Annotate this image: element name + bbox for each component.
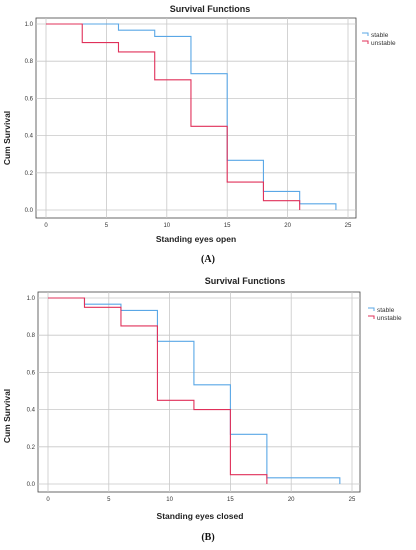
x-tick-label: 15	[227, 497, 234, 503]
x-tick-label: 25	[349, 497, 356, 503]
survival-chart-b: Survival Functions 0 5 10 15 20 25 0.0 0.2 0.4 0.…	[2, 276, 402, 543]
plot-area: 0 5 10 15 20 25 0.0 0.2 0.4 0.6 0.8 1.0	[25, 17, 357, 229]
x-tick-label: 5	[105, 223, 109, 229]
y-tick-label: 1.0	[27, 296, 36, 302]
x-axis-label: Standing eyes closed	[157, 511, 244, 521]
x-tick-label: 0	[46, 497, 50, 503]
panel-label-a: (A)	[201, 254, 215, 265]
survival-chart-a: Survival Functions 0 5 10 15 20 25 0.0 0.2 0.4 0.…	[2, 4, 396, 265]
legend-label: unstable	[371, 40, 396, 47]
series-line-stable	[46, 23, 337, 210]
series-line-unstable	[46, 23, 301, 210]
legend-swatch	[368, 307, 375, 311]
y-tick-label: 0.8	[27, 333, 36, 339]
x-tick-label: 20	[288, 497, 295, 503]
y-tick-label: 0.4	[25, 134, 34, 140]
legend-swatch	[368, 315, 375, 319]
legend-label: unstable	[377, 315, 402, 322]
y-tick-label: 0.0	[27, 482, 36, 488]
series-line-unstable	[48, 297, 268, 484]
legend-label: stable	[371, 32, 389, 39]
y-tick-label: 0.0	[25, 208, 34, 214]
legend-item-unstable: unstable	[362, 40, 396, 47]
chart-title: Survival Functions	[205, 276, 286, 286]
legend-item-stable: stable	[368, 307, 395, 314]
plot-frame	[37, 291, 361, 493]
legend-swatch	[362, 32, 369, 36]
x-tick-label: 15	[224, 223, 231, 229]
legend-label: stable	[377, 307, 395, 314]
x-tick-label: 10	[163, 223, 170, 229]
x-tick-label: 20	[284, 223, 291, 229]
series-line-stable	[48, 297, 341, 484]
panel-label-b: (B)	[201, 532, 214, 543]
x-tick-label: 10	[166, 497, 173, 503]
legend-swatch	[362, 40, 369, 44]
plot-area: 0 5 10 15 20 25 0.0 0.2 0.4 0.6 0.8 1.0	[27, 291, 361, 503]
legend-item-unstable: unstable	[368, 315, 402, 322]
y-tick-label: 0.4	[27, 408, 36, 414]
y-tick-label: 1.0	[25, 22, 34, 28]
y-tick-label: 0.6	[27, 370, 36, 376]
x-tick-label: 0	[44, 223, 48, 229]
plot-frame	[35, 17, 357, 219]
x-tick-label: 25	[345, 223, 352, 229]
x-axis-label: Standing eyes open	[156, 234, 236, 244]
y-axis-label: Cum Survival	[2, 111, 12, 165]
y-axis-label: Cum Survival	[2, 389, 12, 443]
x-tick-label: 5	[107, 497, 111, 503]
y-tick-label: 0.8	[25, 59, 34, 65]
chart-title: Survival Functions	[170, 4, 251, 14]
y-tick-label: 0.6	[25, 96, 34, 102]
y-tick-label: 0.2	[27, 445, 36, 451]
y-tick-label: 0.2	[25, 171, 34, 177]
legend-item-stable: stable	[362, 32, 389, 39]
